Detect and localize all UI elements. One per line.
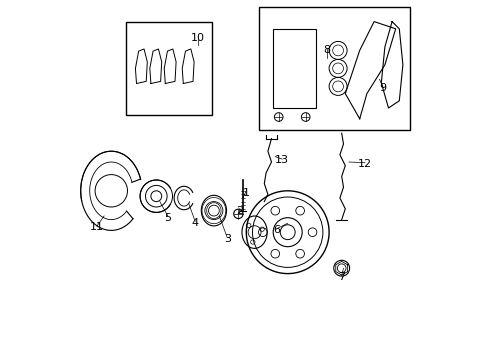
Text: 2: 2 xyxy=(236,206,243,216)
Text: 1: 1 xyxy=(243,188,249,198)
Bar xyxy=(258,7,409,130)
Text: 4: 4 xyxy=(191,218,198,228)
Text: 3: 3 xyxy=(224,234,230,244)
Text: 12: 12 xyxy=(357,159,371,169)
Text: 9: 9 xyxy=(379,83,386,93)
Text: 7: 7 xyxy=(337,272,345,282)
Text: 8: 8 xyxy=(323,45,330,55)
Text: 10: 10 xyxy=(190,33,204,43)
Bar xyxy=(125,22,212,115)
Bar xyxy=(273,29,316,108)
Text: 11: 11 xyxy=(90,222,103,232)
Text: 5: 5 xyxy=(164,213,171,223)
Text: 13: 13 xyxy=(275,155,289,165)
Text: 6: 6 xyxy=(273,225,280,235)
